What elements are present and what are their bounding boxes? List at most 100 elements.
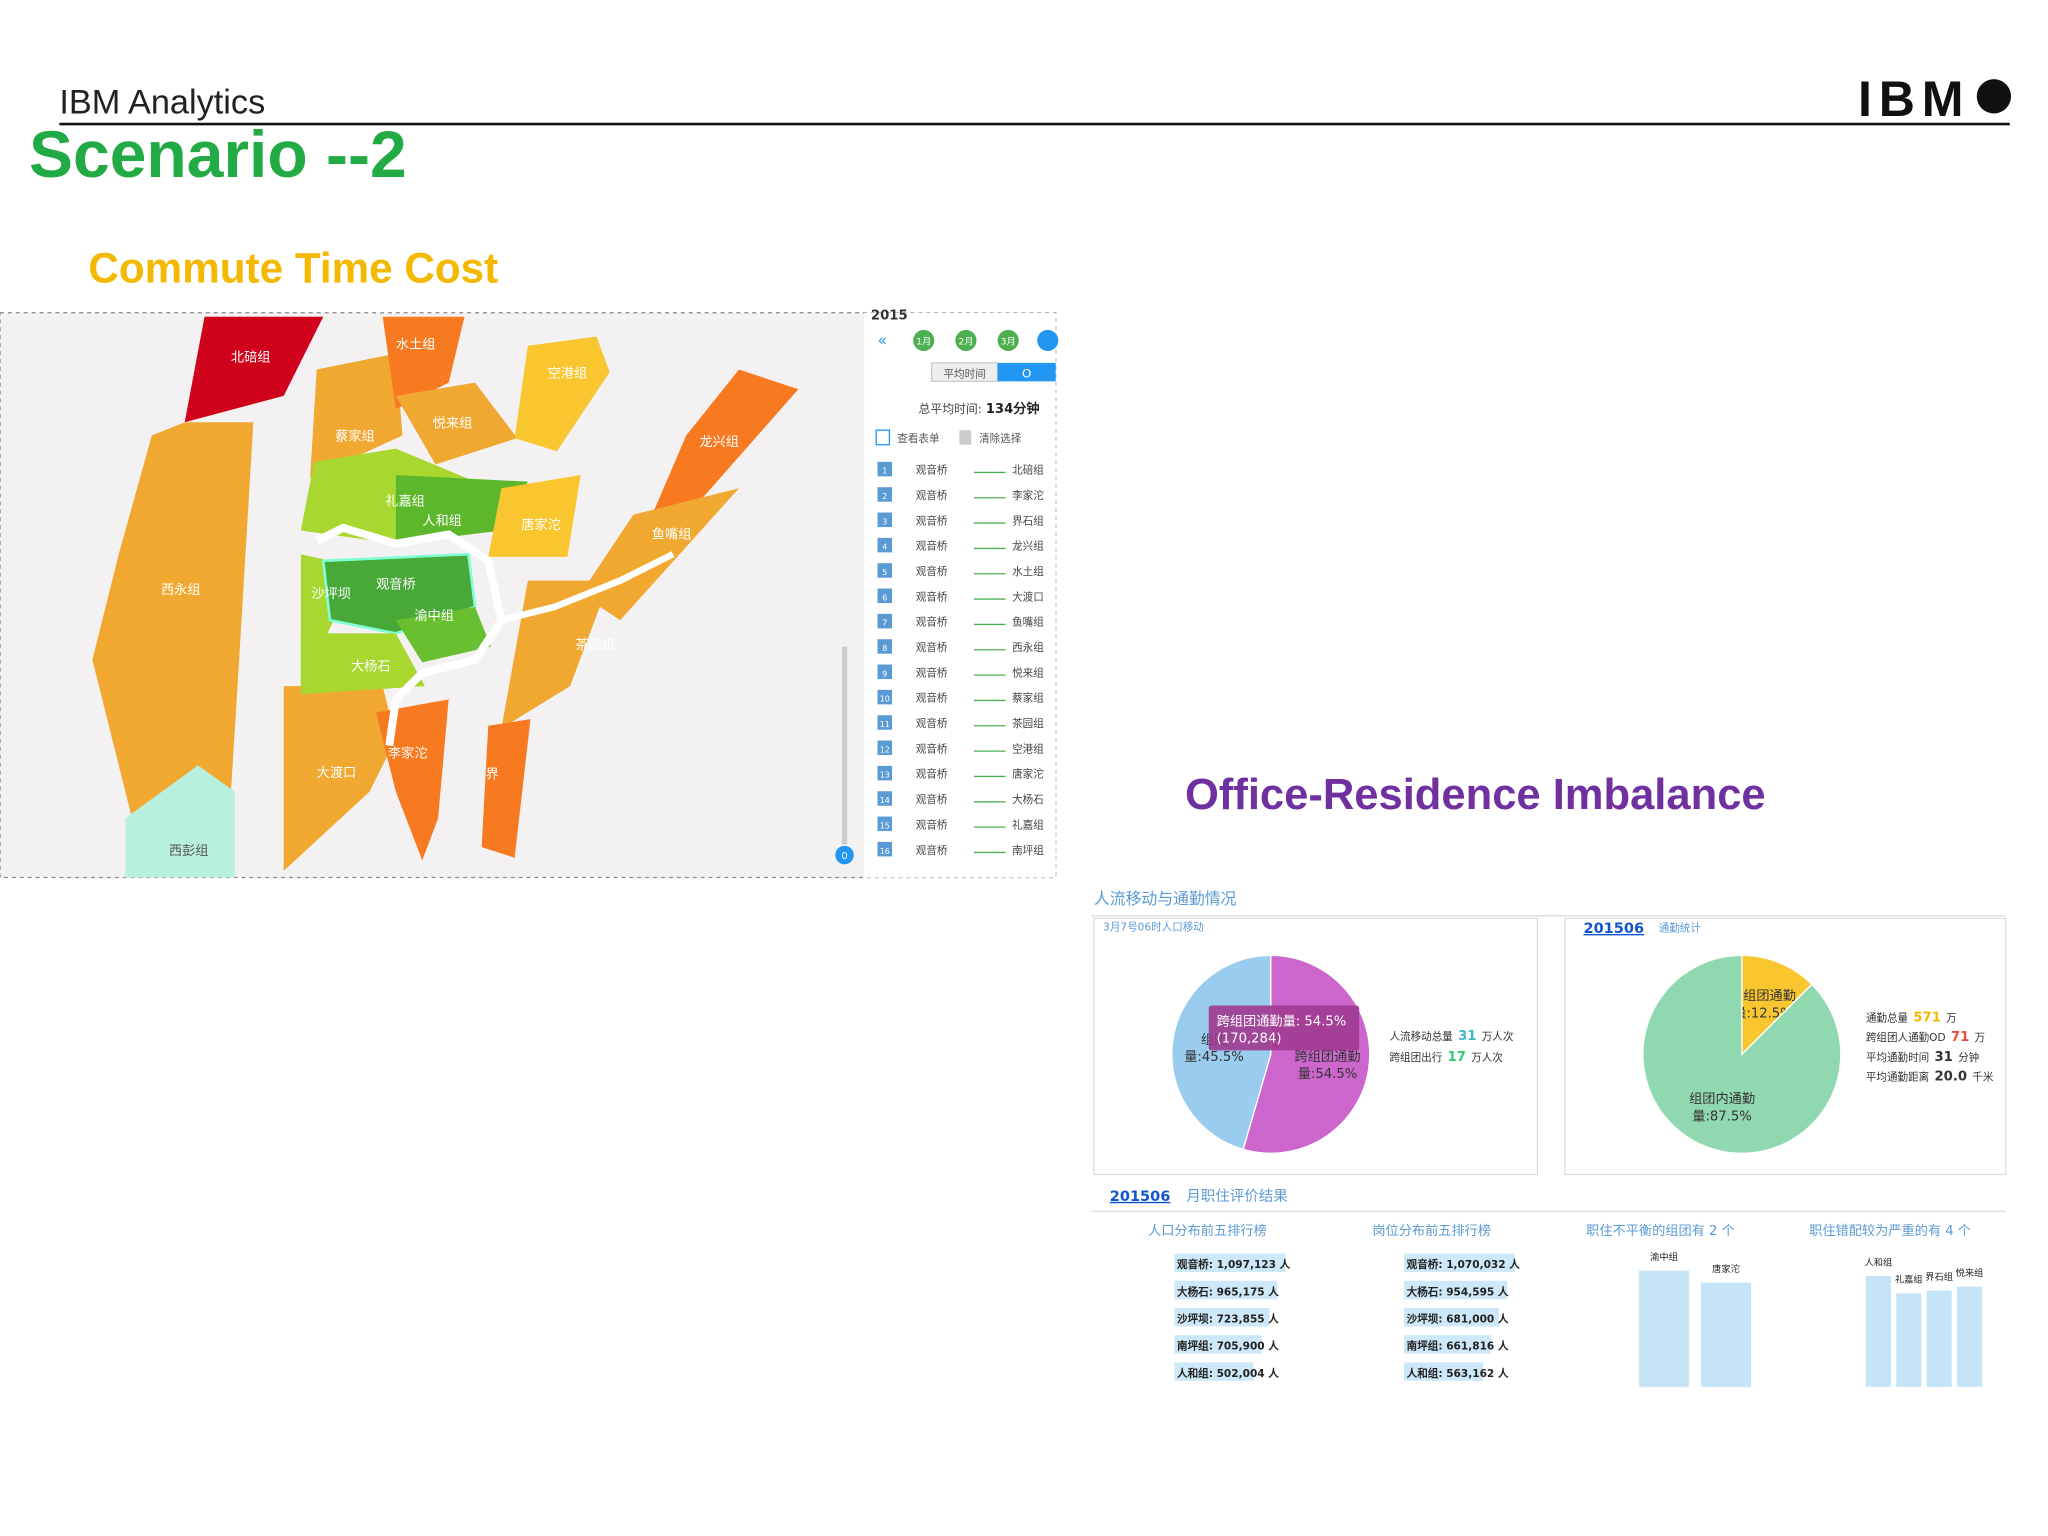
- map-label: 悦来组: [433, 416, 473, 432]
- time-panel: 2015 « 平均时间 O 总平均时间: 134分钟 查看表单 清除选择: [871, 308, 1059, 446]
- rank-item: 沙坪坝: 681,000 人: [1407, 1312, 1509, 1325]
- bar-label: 界石组: [1925, 1271, 1953, 1283]
- month-label[interactable]: 1月: [916, 336, 931, 347]
- row-to: 南坪组: [1012, 844, 1044, 857]
- rank-item: 南坪组: 661,816 人: [1407, 1340, 1509, 1353]
- panel-title: 人流移动与通勤情况: [1094, 889, 1237, 908]
- tooltip-text: (170,284): [1217, 1031, 1282, 1046]
- view-button[interactable]: 查看表单: [897, 432, 939, 445]
- bar: [1956, 1286, 1983, 1387]
- confirm-button[interactable]: [1037, 329, 1059, 352]
- map-label: 唐家沱: [521, 516, 561, 533]
- rank-item: 大杨石: 965,175 人: [1177, 1285, 1279, 1298]
- map-label: 西永组: [161, 582, 201, 598]
- map-screenshot: 北碚组 水土组 空港组 蔡家组 悦来组 龙兴组 礼嘉组 人和组 唐家沱 鱼嘴组 …: [0, 312, 1057, 879]
- stat-label: 平均通勤时间: [1866, 1051, 1929, 1064]
- row-to: 茶园组: [1012, 717, 1044, 730]
- row-from: 观音桥: [916, 641, 948, 654]
- row-index: 15: [880, 821, 890, 830]
- map-label: 沙坪坝: [311, 586, 351, 602]
- nav-arrows[interactable]: «: [878, 331, 888, 350]
- month-label[interactable]: 3月: [1001, 336, 1016, 347]
- row-index: 10: [880, 695, 890, 704]
- column-title: 岗位分布前五排行榜: [1372, 1222, 1491, 1239]
- stat-value: 31: [1934, 1050, 1952, 1065]
- bar-label: 悦来组: [1956, 1267, 1984, 1279]
- row-index: 6: [882, 593, 887, 602]
- tooltip-text: 跨组团通勤量: 54.5%: [1217, 1013, 1347, 1029]
- row-from: 观音桥: [916, 768, 948, 781]
- row-index-bg: [877, 588, 893, 604]
- pie-label: 跨组团通勤: [1730, 988, 1796, 1004]
- pie-label: 量:12.5%: [1733, 1005, 1793, 1021]
- bar: [1896, 1293, 1922, 1387]
- pie-label: 跨组团通勤: [1295, 1049, 1361, 1065]
- total-value: 134分钟: [986, 400, 1040, 417]
- row-to: 鱼嘴组: [1012, 616, 1044, 629]
- row-index: 14: [880, 796, 890, 805]
- month-label[interactable]: 2月: [958, 336, 973, 347]
- clear-button[interactable]: 清除选择: [979, 432, 1022, 445]
- rank-highlight: [1404, 1362, 1484, 1381]
- month-dot[interactable]: [997, 329, 1019, 352]
- row-to: 水土组: [1012, 565, 1044, 578]
- row-index: 7: [882, 619, 887, 628]
- rank-item: 人和组: 563,162 人: [1407, 1367, 1509, 1380]
- map-label: 龙兴组: [699, 434, 739, 450]
- stat-unit: 万人次: [1471, 1051, 1503, 1064]
- panel-title: 通勤统计: [1659, 922, 1702, 935]
- stat-unit: 万: [1946, 1012, 1957, 1024]
- rank-highlight: [1174, 1335, 1262, 1354]
- row-index-bg: [877, 461, 893, 477]
- row-from: 观音桥: [916, 489, 948, 502]
- map-label: 人和组: [422, 513, 462, 529]
- map-label: 蔡家组: [335, 428, 375, 445]
- row-from: 观音桥: [916, 742, 948, 755]
- row-to: 唐家沱: [1012, 768, 1044, 781]
- row-from: 观音桥: [916, 540, 948, 553]
- row-from: 观音桥: [916, 793, 948, 806]
- section-heading: Office-Residence Imbalance: [1185, 771, 1766, 819]
- row-to: 界石组: [1012, 514, 1044, 527]
- row-to: 礼嘉组: [1012, 818, 1044, 831]
- stat-value: 17: [1448, 1050, 1466, 1065]
- row-from: 观音桥: [916, 717, 948, 730]
- row-index: 16: [880, 847, 890, 856]
- row-index: 5: [882, 568, 887, 577]
- rank-highlight: [1174, 1280, 1278, 1300]
- row-index-bg: [877, 765, 893, 781]
- section-heading: Commute Time Cost: [88, 244, 498, 291]
- tab[interactable]: 平均时间: [944, 367, 986, 380]
- row-index: 13: [880, 771, 890, 780]
- column-title: 职住错配较为严重的有 4 个: [1809, 1223, 1971, 1239]
- row-index: 8: [882, 644, 887, 653]
- tooltip: [1208, 1005, 1360, 1051]
- ibm-logo: IBM: [1858, 71, 1964, 127]
- row-index: 11: [880, 720, 890, 729]
- pie-slice: [1642, 954, 1842, 1154]
- map-label: 大杨石: [351, 658, 391, 674]
- row-index-bg: [877, 841, 893, 857]
- rank-highlight: [1174, 1253, 1286, 1273]
- map-label: 观音桥: [376, 576, 416, 593]
- row-to: 北碚组: [1012, 464, 1044, 477]
- map-label: 西彭组: [169, 843, 209, 859]
- row-to: 空港组: [1012, 742, 1044, 755]
- stat-unit: 万: [1975, 1032, 1986, 1044]
- row-index-bg: [877, 689, 893, 705]
- globe-icon: [1976, 79, 2012, 114]
- tab-value[interactable]: O: [1022, 366, 1031, 380]
- rank-highlight: [1404, 1253, 1515, 1273]
- row-from: 观音桥: [916, 818, 948, 831]
- row-index-bg: [877, 639, 893, 654]
- bar-label: 人和组: [1865, 1256, 1893, 1268]
- row-index: 3: [882, 517, 887, 526]
- rank-item: 观音桥: 1,097,123 人: [1177, 1258, 1291, 1271]
- month-dot[interactable]: [955, 329, 977, 352]
- row-index: 9: [882, 669, 887, 678]
- bar: [1638, 1270, 1690, 1387]
- month-dot[interactable]: [913, 329, 935, 352]
- row-index: 1: [882, 467, 887, 476]
- row-to: 龙兴组: [1012, 540, 1044, 553]
